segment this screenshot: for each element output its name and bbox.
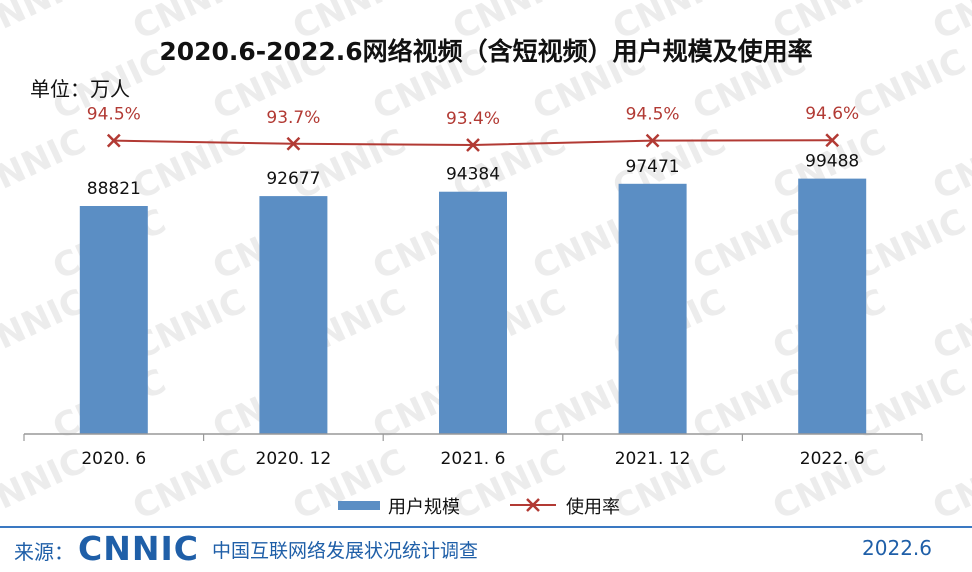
report-name: 中国互联网络发展状况统计调查 xyxy=(212,540,479,562)
legend-label-user-scale: 用户规模 xyxy=(388,497,460,518)
bar-value-labels: 88821 92677 94384 97471 99488 xyxy=(87,152,859,199)
bar-value-label-4: 99488 xyxy=(805,152,859,172)
line-series: 94.5% 93.7% 93.4% 94.5% 94.6% xyxy=(87,104,859,152)
usage-rate-label-4: 94.6% xyxy=(805,104,859,124)
legend: 用户规模 使用率 xyxy=(338,497,620,518)
report-date: 2022.6 xyxy=(862,536,932,560)
usage-rate-label-1: 93.7% xyxy=(266,108,320,128)
usage-rate-point-4 xyxy=(825,133,840,148)
chart: 2020.6-2022.6网络视频（含短视频）用户规模及使用率 单位：万人 88… xyxy=(23,37,923,518)
x-tick-label-3: 2021. 12 xyxy=(615,449,691,469)
x-tick-label-1: 2020. 12 xyxy=(256,449,332,469)
x-axis-ticks: 2020. 6 2020. 12 2021. 6 2021. 12 2022. 6 xyxy=(23,434,923,469)
usage-rate-label-3: 94.5% xyxy=(626,105,680,125)
legend-label-usage-rate: 使用率 xyxy=(566,497,620,518)
usage-rate-point-3 xyxy=(645,133,660,148)
bar-2 xyxy=(439,191,507,434)
bar-value-label-2: 94384 xyxy=(446,165,500,185)
bar-series xyxy=(79,178,867,434)
usage-rate-point-2 xyxy=(466,138,480,152)
bar-value-label-3: 97471 xyxy=(626,157,680,177)
unit-label: 单位：万人 xyxy=(30,77,130,101)
bar-0 xyxy=(79,206,148,434)
legend-cross-icon xyxy=(526,498,540,512)
usage-rate-point-1 xyxy=(286,136,301,151)
legend-swatch-user-scale xyxy=(338,501,380,510)
source-label: 来源： xyxy=(14,540,74,564)
usage-rate-label-2: 93.4% xyxy=(446,109,500,129)
x-tick-label-2: 2021. 6 xyxy=(441,449,506,469)
cnnic-logo: CNNIC xyxy=(78,529,199,568)
x-tick-label-4: 2022. 6 xyxy=(800,449,865,469)
usage-rate-label-0: 94.5% xyxy=(87,105,141,125)
bar-value-label-0: 88821 xyxy=(87,179,141,199)
usage-rate-point-0 xyxy=(106,133,121,148)
bar-value-label-1: 92677 xyxy=(266,169,320,189)
chart-title: 2020.6-2022.6网络视频（含短视频）用户规模及使用率 xyxy=(159,37,812,66)
bar-1 xyxy=(259,196,328,434)
bar-3 xyxy=(618,183,687,434)
x-tick-label-0: 2020. 6 xyxy=(81,449,146,469)
footer-rule xyxy=(0,526,972,528)
bar-4 xyxy=(798,178,867,434)
